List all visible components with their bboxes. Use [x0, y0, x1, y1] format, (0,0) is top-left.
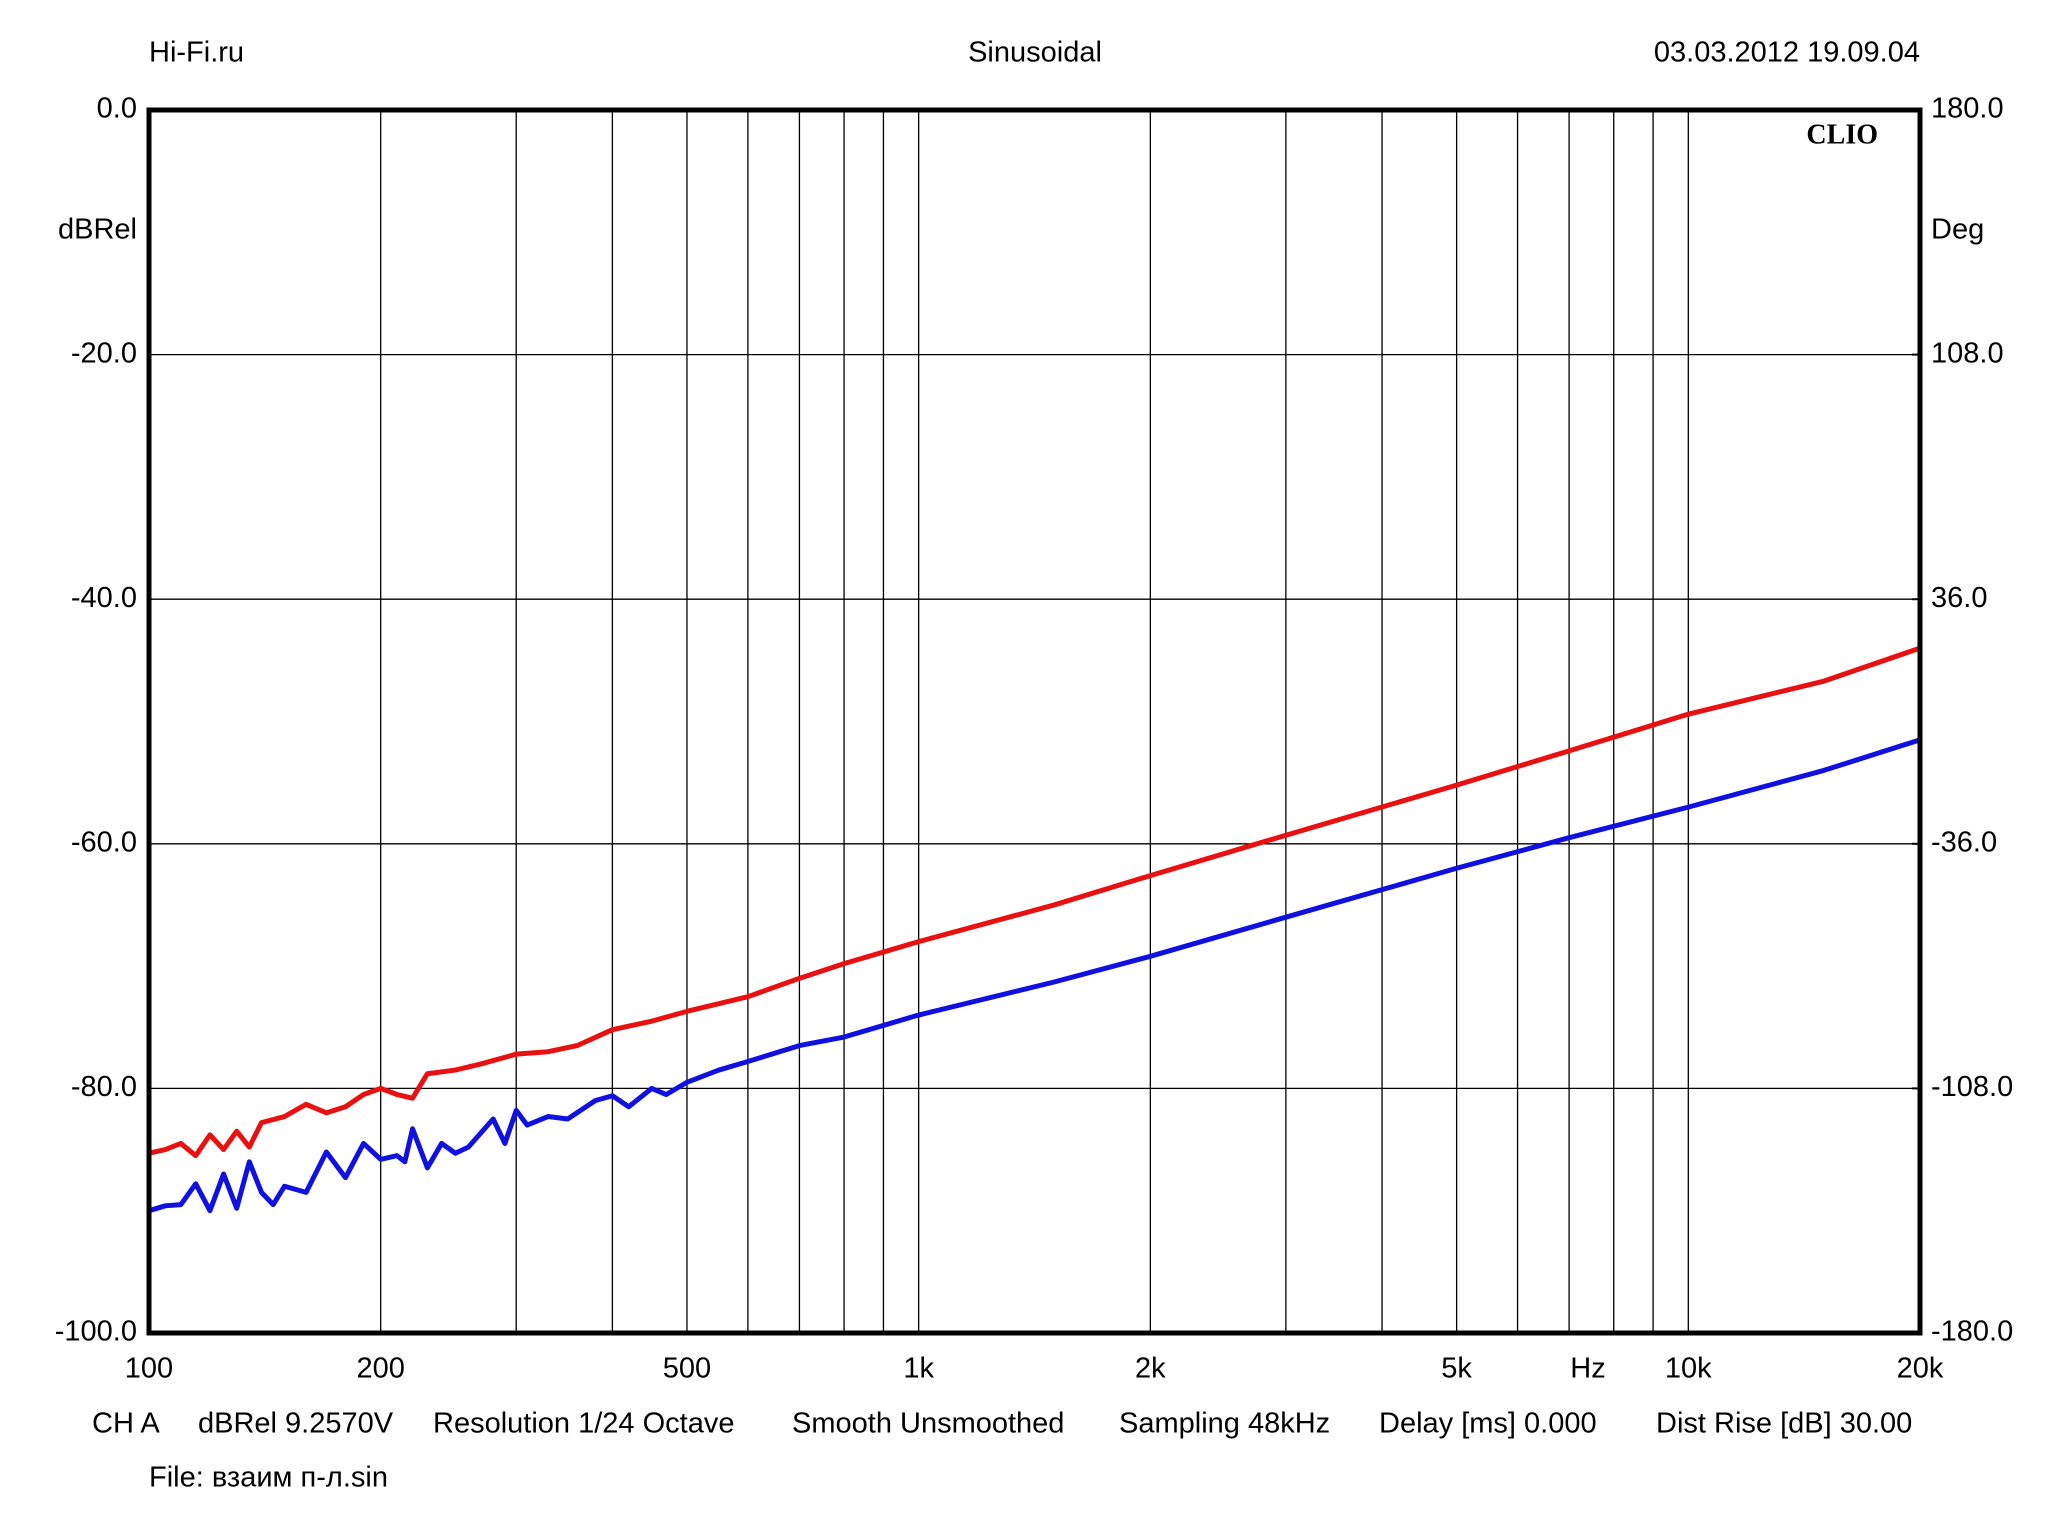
y-tick-label: -80.0 — [71, 1071, 137, 1103]
y-tick-label: -40.0 — [71, 582, 137, 614]
header-center: Sinusoidal — [968, 37, 1102, 69]
y-axis-label: dBRel — [58, 214, 137, 246]
y2-tick-label: 108.0 — [1931, 337, 2004, 369]
x-tick-label: 1k — [903, 1353, 934, 1385]
y2-axis-label: Deg — [1931, 214, 1984, 246]
x-tick-label: 10k — [1665, 1353, 1712, 1385]
y2-tick-label: 36.0 — [1931, 582, 1987, 614]
y2-tick-label: -108.0 — [1931, 1071, 2013, 1103]
footer-item: Delay [ms] 0.000 — [1379, 1408, 1597, 1440]
x-axis-label: Hz — [1570, 1353, 1605, 1385]
brand: CLIO — [1806, 119, 1878, 150]
file-name: File: взаим п-л.sin — [149, 1462, 388, 1494]
footer-item: Smooth Unsmoothed — [792, 1408, 1064, 1440]
x-tick-label: 200 — [356, 1353, 404, 1385]
x-tick-label: 100 — [125, 1353, 173, 1385]
footer-item: dBRel 9.2570V — [198, 1408, 394, 1440]
header-left: Hi-Fi.ru — [149, 37, 244, 69]
footer-item: Dist Rise [dB] 30.00 — [1656, 1408, 1912, 1440]
y-tick-label: -20.0 — [71, 337, 137, 369]
y-tick-label: 0.0 — [97, 93, 137, 125]
y2-tick-label: -36.0 — [1931, 826, 1997, 858]
y-tick-label: -100.0 — [55, 1316, 137, 1348]
x-tick-label: 500 — [663, 1353, 711, 1385]
data-line — [148, 645, 1921, 1159]
header-right: 03.03.2012 19.09.04 — [1654, 37, 1920, 69]
y2-tick-label: -180.0 — [1931, 1316, 2013, 1348]
x-tick-label: 5k — [1441, 1353, 1472, 1385]
y2-tick-label: 180.0 — [1931, 93, 2004, 125]
footer-item: Resolution 1/24 Octave — [433, 1408, 734, 1440]
footer-item: CH A — [92, 1408, 160, 1440]
footer-item: Sampling 48kHz — [1119, 1408, 1330, 1440]
x-tick-label: 20k — [1897, 1353, 1944, 1385]
plot-frame — [146, 107, 1923, 1336]
data-line — [148, 737, 1921, 1214]
y-tick-label: -60.0 — [71, 826, 137, 858]
x-tick-label: 2k — [1135, 1353, 1166, 1385]
